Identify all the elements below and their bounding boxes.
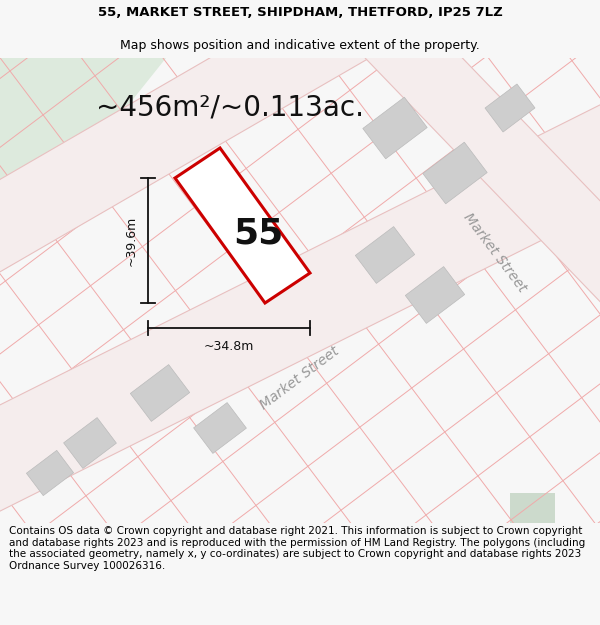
Polygon shape	[175, 148, 310, 303]
Text: Market Street: Market Street	[461, 211, 529, 295]
Text: ~34.8m: ~34.8m	[204, 340, 254, 353]
Polygon shape	[510, 493, 555, 523]
Polygon shape	[26, 451, 74, 496]
Polygon shape	[0, 53, 170, 243]
Polygon shape	[194, 402, 247, 453]
Polygon shape	[355, 0, 600, 328]
Text: 55, MARKET STREET, SHIPDHAM, THETFORD, IP25 7LZ: 55, MARKET STREET, SHIPDHAM, THETFORD, I…	[98, 6, 502, 19]
Text: Contains OS data © Crown copyright and database right 2021. This information is : Contains OS data © Crown copyright and d…	[9, 526, 585, 571]
Text: Market Street: Market Street	[258, 344, 342, 412]
Polygon shape	[363, 97, 427, 159]
Text: ~456m²/~0.113ac.: ~456m²/~0.113ac.	[96, 94, 364, 122]
Polygon shape	[0, 0, 370, 278]
Polygon shape	[485, 84, 535, 132]
Polygon shape	[423, 142, 487, 204]
Polygon shape	[406, 267, 464, 323]
Polygon shape	[64, 418, 116, 468]
Polygon shape	[130, 364, 190, 421]
Text: ~39.6m: ~39.6m	[125, 216, 138, 266]
Text: Map shows position and indicative extent of the property.: Map shows position and indicative extent…	[120, 39, 480, 52]
Polygon shape	[355, 227, 415, 283]
Polygon shape	[0, 101, 600, 516]
Text: 55: 55	[233, 216, 283, 250]
